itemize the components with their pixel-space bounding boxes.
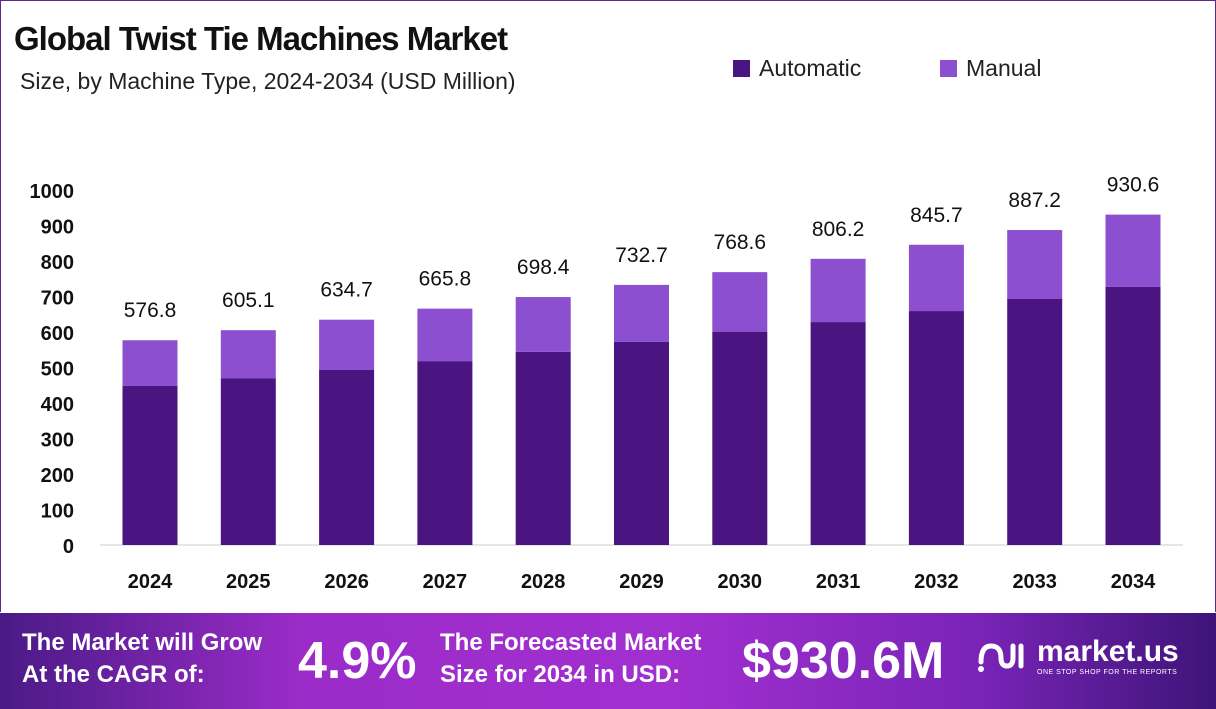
bar-automatic-2028: [515, 351, 571, 545]
bar-automatic-2032: [908, 311, 964, 545]
logo-tagline: ONE STOP SHOP FOR THE REPORTS: [1037, 669, 1178, 676]
x-tick-label: 2027: [423, 571, 468, 593]
y-tick-label: 800: [41, 252, 74, 274]
data-label-2026: 634.7: [320, 279, 373, 302]
bar-automatic-2031: [810, 322, 866, 545]
chart-subtitle: Size, by Machine Type, 2024-2034 (USD Mi…: [20, 68, 516, 94]
data-label-2029: 732.7: [615, 244, 668, 267]
y-tick-label: 600: [41, 323, 74, 345]
bar-automatic-2030: [712, 332, 768, 545]
cagr-label-line2: At the CAGR of:: [22, 661, 205, 688]
y-tick-label: 500: [41, 359, 74, 381]
bar-automatic-2024: [122, 385, 178, 545]
y-tick-label: 300: [41, 430, 74, 452]
bar-manual-2027: [417, 308, 473, 362]
forecast-value: $930.6M: [742, 632, 945, 690]
bar-manual-2029: [614, 284, 669, 342]
x-tick-label: 2031: [816, 571, 861, 593]
x-tick-label: 2030: [718, 571, 763, 593]
y-tick-label: 700: [41, 288, 74, 310]
x-tick-label: 2032: [914, 571, 959, 593]
bar-manual-2026: [319, 319, 375, 370]
market-us-logo: market.us ONE STOP SHOP FOR THE REPORTS: [975, 635, 1179, 676]
bar-manual-2025: [220, 330, 276, 379]
bar-chart: 0 100 200 300 400 500 600 700 800 900 1000 576.8 202…: [30, 174, 1183, 593]
data-label-2025: 605.1: [222, 289, 275, 312]
data-label-2027: 665.8: [419, 268, 472, 291]
bar-automatic-2027: [417, 361, 473, 545]
bar-manual-2032: [908, 244, 964, 312]
logo-name: market.us: [1037, 635, 1179, 668]
data-label-2024: 576.8: [124, 299, 177, 322]
bar-automatic-2029: [614, 341, 669, 545]
x-tick-label: 2034: [1111, 571, 1156, 593]
cagr-label-line1: The Market will Grow: [22, 629, 263, 656]
cagr-value: 4.9%: [298, 632, 417, 690]
bar-automatic-2026: [319, 369, 375, 545]
legend-label-manual: Manual: [966, 55, 1042, 81]
bar-manual-2028: [515, 297, 571, 352]
bar-manual-2034: [1105, 214, 1161, 287]
x-tick-label: 2024: [128, 571, 173, 593]
forecast-label-line1: The Forecasted Market: [440, 629, 702, 656]
x-tick-label: 2029: [619, 571, 664, 593]
y-tick-label: 0: [63, 536, 74, 558]
x-tick-label: 2026: [324, 571, 369, 593]
bar-automatic-2034: [1105, 286, 1161, 545]
x-tick-label: 2025: [226, 571, 271, 593]
data-label-2030: 768.6: [714, 231, 767, 254]
data-label-2031: 806.2: [812, 218, 865, 241]
summary-banner: The Market will Grow At the CAGR of: 4.9…: [0, 613, 1216, 709]
bar-automatic-2033: [1007, 298, 1063, 545]
y-tick-label: 900: [41, 217, 74, 239]
bar-manual-2033: [1007, 230, 1063, 299]
x-tick-label: 2033: [1012, 571, 1057, 593]
legend-label-automatic: Automatic: [759, 55, 862, 81]
data-label-2028: 698.4: [517, 256, 570, 279]
bar-manual-2024: [122, 340, 178, 386]
x-tick-label: 2028: [521, 571, 566, 593]
y-tick-label: 400: [41, 394, 74, 416]
bar-manual-2031: [810, 258, 866, 323]
data-label-2033: 887.2: [1008, 189, 1061, 212]
data-label-2032: 845.7: [910, 204, 963, 227]
data-label-2034: 930.6: [1107, 174, 1160, 197]
forecast-label-line2: Size for 2034 in USD:: [440, 661, 681, 688]
bar-automatic-2025: [220, 378, 276, 545]
bar-manual-2030: [712, 272, 768, 332]
legend-swatch-manual: [940, 60, 957, 77]
y-tick-label: 1000: [30, 181, 75, 203]
legend-automatic: Automatic: [733, 55, 861, 82]
y-tick-label: 100: [41, 501, 74, 523]
market-us-logo-icon: [978, 642, 1024, 672]
legend-swatch-automatic: [733, 60, 750, 77]
legend-manual: Manual: [940, 55, 1041, 82]
chart-title: Global Twist Tie Machines Market: [14, 20, 508, 57]
y-tick-label: 200: [41, 465, 74, 487]
